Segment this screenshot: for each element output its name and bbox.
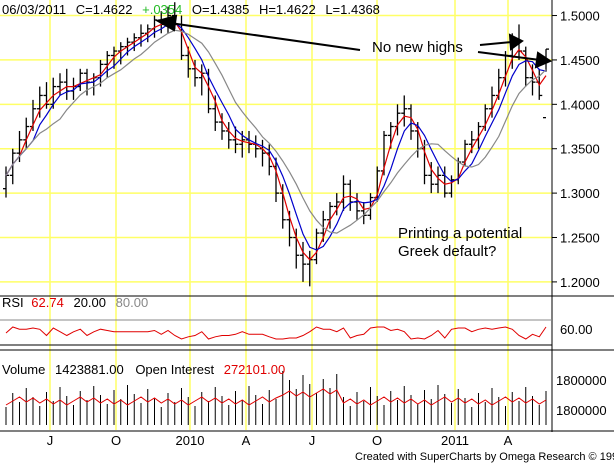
price-bar [16,130,23,163]
open-interest-label: Open Interest [135,362,214,377]
price-bar [313,228,320,265]
price-bar [300,241,306,282]
price-bar [225,122,232,149]
price-bar [482,104,489,131]
price-bar [192,59,198,87]
price-bar [489,86,495,118]
annotation-arrows [155,14,553,69]
price-bar [401,95,408,127]
rsi-line [5,326,547,340]
moving-averages [5,19,547,261]
price-bar [522,46,529,87]
price-bar [448,175,455,198]
time-tick-label: O [372,433,382,448]
volume-panel [5,371,547,425]
quote-change: +.0354 [142,2,182,17]
price-bar [198,64,205,96]
price-bar [36,86,43,118]
price-bar [63,68,70,100]
price-bar [475,122,482,149]
time-tick-label: 2010 [176,433,205,448]
price-bar [232,126,239,154]
ma-mid-line [5,21,547,251]
rsi-upper-level: 80.00 [116,295,149,310]
price-tick-label: 1.5000 [560,9,600,24]
quote-low: L=1.4368 [325,2,380,17]
arrow-to-2009-high [169,22,361,51]
price-bar [43,82,50,109]
volume-axis-tick-1: 1800000 [556,373,607,388]
quote-open: O=1.4385 [192,2,249,17]
rsi-panel [0,319,552,346]
rsi-value: 62.74 [31,295,64,310]
volume-axis-tick-2: 1800000 [556,403,607,418]
annotation-no-new-highs: No new highs [372,39,463,56]
arrowhead-2011-high-1 [508,33,524,51]
chart-grid [0,0,614,432]
volume-label: Volume [2,362,45,377]
time-axis: J O 2010 A J O 2011 A [47,433,513,448]
volume-header: Volume 1423881.00 Open Interest 272101.0… [2,362,285,377]
price-bar [293,228,300,269]
price-bar [360,201,367,225]
rsi-axis-tick: 60.00 [560,322,593,337]
arrow-to-2011-high-2 [477,51,541,61]
price-bar [219,113,225,140]
time-tick-label: J [47,433,54,448]
price-axis: 1.5000 1.4500 1.4000 1.3500 1.3000 1.2500 1.20… [552,9,600,290]
rsi-header: RSI 62.74 20.00 80.00 [2,295,148,310]
annotation-greek-line2: Greek default? [398,243,496,260]
time-tick-label: J [309,433,316,448]
price-bar [428,162,435,194]
price-bar [77,68,84,92]
price-tick-label: 1.4000 [560,97,600,112]
price-bar [354,193,360,220]
price-tick-label: 1.3000 [560,186,600,201]
ma-slow-line [5,29,547,234]
price-bar [333,193,340,216]
price-tick-label: 1.4500 [560,53,600,68]
time-tick-label: A [242,433,251,448]
footer-credit: Created with SuperCharts by Omega Resear… [355,451,614,463]
price-bar [57,73,63,96]
volume-value: 1423881.00 [55,362,124,377]
arrowhead-2009-high [155,14,178,32]
rsi-lower-level: 20.00 [73,295,106,310]
price-bar [9,148,16,185]
price-bar [104,51,111,78]
price-tick-label: 1.2500 [560,231,600,246]
quote-date: 06/03/2011 [2,2,66,17]
price-tick-label: 1.3500 [560,142,600,157]
quote-header: 06/03/2011 C=1.4622 +.0354 O=1.4385 H=1.… [2,2,380,17]
price-bar [435,166,441,194]
time-tick-label: O [111,433,121,448]
rsi-label: RSI [2,295,24,310]
arrowhead-2011-high-2 [534,51,553,69]
price-tick-label: 1.2000 [560,275,600,290]
quote-close: C=1.4622 [76,2,133,17]
price-bar [259,139,266,167]
arrow-to-2011-high-1 [479,41,513,46]
time-tick-label: A [504,433,513,448]
price-bar [347,179,354,211]
open-interest-line [5,388,547,406]
price-bar [367,193,374,220]
price-bar [408,104,414,140]
annotation-greek-line1: Printing a potential [398,225,522,242]
time-tick-label: 2011 [441,433,469,448]
quote-high: H=1.4622 [259,2,316,17]
open-interest-value: 272101.00 [224,362,285,377]
price-bar [252,135,259,158]
price-bar [185,46,192,78]
